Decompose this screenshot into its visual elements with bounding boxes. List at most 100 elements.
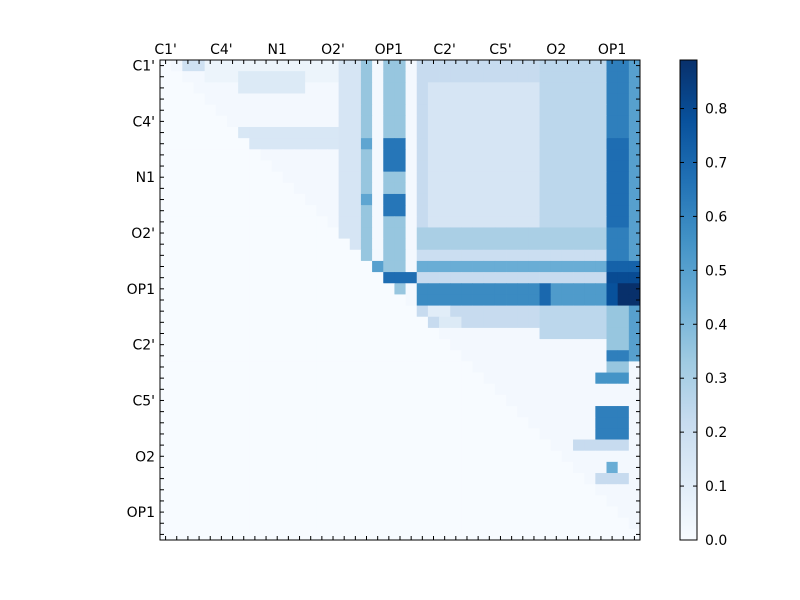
heatmap-cell: [383, 193, 395, 206]
heatmap-cell: [271, 283, 284, 295]
heatmap-cell: [595, 249, 607, 262]
heatmap-cell: [494, 394, 507, 407]
heatmap-cell: [595, 227, 607, 239]
heatmap-cell: [282, 260, 295, 273]
heatmap-cell: [338, 182, 351, 195]
heatmap-cell: [494, 383, 507, 396]
heatmap-cell: [405, 283, 418, 295]
heatmap-cell: [349, 339, 362, 351]
heatmap-cell: [617, 104, 630, 117]
heatmap-cell: [528, 316, 540, 329]
heatmap-cell: [439, 93, 451, 106]
heatmap-cell: [226, 71, 239, 83]
heatmap-cell: [249, 272, 261, 284]
heatmap-cell: [338, 350, 351, 362]
heatmap-cell: [506, 517, 518, 530]
heatmap-cell: [416, 182, 429, 195]
heatmap-cell: [171, 205, 183, 217]
heatmap-cell: [472, 495, 485, 507]
heatmap-cell: [427, 171, 440, 184]
heatmap-cell: [528, 439, 540, 452]
heatmap-cell: [360, 149, 373, 161]
heatmap-cell: [327, 138, 339, 150]
heatmap-cell: [606, 238, 619, 251]
heatmap-cell: [561, 383, 574, 396]
heatmap-cell: [506, 149, 518, 161]
heatmap-cell: [193, 193, 206, 206]
heatmap-cell: [204, 383, 217, 396]
heatmap-cell: [338, 60, 351, 72]
heatmap-cell: [226, 517, 239, 530]
heatmap-cell: [215, 193, 228, 206]
heatmap-cell: [573, 93, 585, 106]
heatmap-cell: [182, 495, 194, 507]
heatmap-cell: [305, 60, 317, 72]
heatmap-cell: [316, 160, 328, 173]
heatmap-cell: [360, 406, 373, 418]
heatmap-cell: [383, 260, 395, 273]
heatmap-cell: [494, 316, 507, 329]
heatmap-cell: [260, 361, 273, 373]
heatmap-cell: [282, 171, 295, 184]
heatmap-cell: [506, 383, 518, 396]
heatmap-cell: [394, 149, 406, 161]
heatmap-cell: [439, 495, 451, 507]
heatmap-cell: [416, 238, 429, 251]
heatmap-cell: [372, 227, 384, 239]
heatmap-cell: [282, 439, 295, 452]
heatmap-cell: [226, 60, 239, 72]
heatmap-cell: [617, 316, 630, 329]
heatmap-cell: [349, 528, 362, 541]
heatmap-cell: [539, 238, 552, 251]
heatmap-cell: [394, 283, 406, 295]
heatmap-cell: [327, 305, 339, 318]
heatmap-cell: [439, 450, 451, 463]
heatmap-cell: [561, 71, 574, 83]
heatmap-cell: [293, 361, 306, 373]
heatmap-cell: [416, 160, 429, 173]
heatmap-cell: [282, 383, 295, 396]
heatmap-cell: [506, 350, 518, 362]
heatmap-cell: [327, 115, 339, 128]
heatmap-cell: [360, 506, 373, 519]
heatmap-cell: [171, 138, 183, 150]
heatmap-cell: [506, 60, 518, 72]
heatmap-cell: [628, 316, 641, 329]
heatmap-cell: [628, 193, 641, 206]
heatmap-cell: [305, 126, 317, 139]
heatmap-cell: [160, 260, 172, 273]
y-tick-label: O2': [131, 226, 155, 242]
heatmap-cell: [405, 327, 418, 340]
heatmap-cell: [528, 115, 540, 128]
heatmap-cell: [427, 193, 440, 206]
heatmap-cell: [394, 272, 406, 284]
heatmap-cell: [193, 149, 206, 161]
heatmap-cell: [338, 327, 351, 340]
heatmap-cell: [349, 517, 362, 530]
heatmap-cell: [539, 138, 552, 150]
heatmap-cell: [606, 104, 619, 117]
heatmap-cell: [338, 361, 351, 373]
heatmap-cell: [528, 528, 540, 541]
heatmap-cell: [160, 272, 172, 284]
heatmap-cell: [171, 160, 183, 173]
heatmap-cell: [561, 461, 574, 474]
heatmap-cell: [472, 394, 485, 407]
heatmap-cell: [617, 305, 630, 318]
heatmap-cell: [204, 193, 217, 206]
heatmap-cell: [405, 272, 418, 284]
heatmap-cell: [472, 339, 485, 351]
heatmap-cell: [628, 71, 641, 83]
heatmap-cell: [238, 305, 250, 318]
heatmap-cell: [338, 82, 351, 94]
heatmap-cell: [360, 82, 373, 94]
heatmap-cell: [360, 60, 373, 72]
heatmap-cell: [584, 71, 596, 83]
heatmap-cell: [383, 439, 395, 452]
heatmap-cell: [271, 406, 284, 418]
heatmap-cell: [628, 327, 641, 340]
heatmap-cell: [584, 60, 596, 72]
heatmap-cell: [260, 205, 273, 217]
heatmap-cell: [249, 383, 261, 396]
colorbar-tick-label: 0.2: [705, 425, 727, 441]
